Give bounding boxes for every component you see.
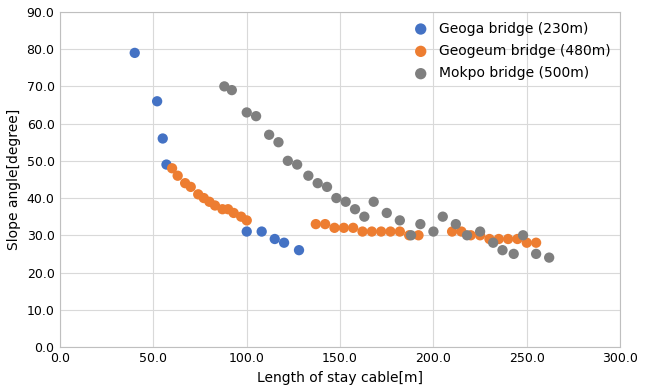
Mokpo bridge (500m) bbox=[382, 210, 392, 216]
Mokpo bridge (500m) bbox=[341, 199, 351, 205]
Mokpo bridge (500m) bbox=[264, 132, 274, 138]
Geogeum bridge (480m) bbox=[413, 232, 424, 238]
Legend: Geoga bridge (230m), Geogeum bridge (480m), Mokpo bridge (500m): Geoga bridge (230m), Geogeum bridge (480… bbox=[401, 16, 616, 86]
Geogeum bridge (480m) bbox=[348, 225, 359, 231]
Geoga bridge (230m) bbox=[257, 229, 267, 235]
Geoga bridge (230m) bbox=[161, 162, 172, 168]
Mokpo bridge (500m) bbox=[395, 217, 405, 223]
Geogeum bridge (480m) bbox=[320, 221, 330, 227]
Geogeum bridge (480m) bbox=[404, 232, 414, 238]
Mokpo bridge (500m) bbox=[242, 109, 252, 116]
X-axis label: Length of stay cable[m]: Length of stay cable[m] bbox=[257, 371, 423, 385]
Geoga bridge (230m) bbox=[152, 98, 163, 104]
Mokpo bridge (500m) bbox=[226, 87, 237, 93]
Mokpo bridge (500m) bbox=[303, 172, 313, 179]
Geogeum bridge (480m) bbox=[228, 210, 239, 216]
Geogeum bridge (480m) bbox=[385, 229, 395, 235]
Geogeum bridge (480m) bbox=[236, 214, 246, 220]
Mokpo bridge (500m) bbox=[292, 162, 303, 168]
Geogeum bridge (480m) bbox=[186, 184, 196, 190]
Mokpo bridge (500m) bbox=[497, 247, 508, 253]
Geoga bridge (230m) bbox=[130, 50, 140, 56]
Geogeum bridge (480m) bbox=[339, 225, 349, 231]
Geogeum bridge (480m) bbox=[456, 229, 466, 235]
Geoga bridge (230m) bbox=[270, 236, 280, 242]
Mokpo bridge (500m) bbox=[508, 251, 519, 257]
Mokpo bridge (500m) bbox=[350, 206, 360, 212]
Mokpo bridge (500m) bbox=[283, 158, 293, 164]
Geogeum bridge (480m) bbox=[217, 206, 228, 212]
Mokpo bridge (500m) bbox=[322, 184, 332, 190]
Geogeum bridge (480m) bbox=[366, 229, 377, 235]
Geoga bridge (230m) bbox=[279, 240, 289, 246]
Geogeum bridge (480m) bbox=[210, 202, 220, 209]
Mokpo bridge (500m) bbox=[368, 199, 379, 205]
Geoga bridge (230m) bbox=[294, 247, 304, 253]
Geogeum bridge (480m) bbox=[512, 236, 522, 242]
Mokpo bridge (500m) bbox=[219, 83, 230, 89]
Geogeum bridge (480m) bbox=[204, 199, 215, 205]
Geogeum bridge (480m) bbox=[311, 221, 321, 227]
Mokpo bridge (500m) bbox=[531, 251, 541, 257]
Geogeum bridge (480m) bbox=[466, 232, 476, 238]
Mokpo bridge (500m) bbox=[488, 240, 499, 246]
Mokpo bridge (500m) bbox=[313, 180, 323, 186]
Geogeum bridge (480m) bbox=[447, 229, 457, 235]
Mokpo bridge (500m) bbox=[451, 221, 461, 227]
Mokpo bridge (500m) bbox=[359, 214, 370, 220]
Mokpo bridge (500m) bbox=[251, 113, 261, 119]
Geoga bridge (230m) bbox=[157, 135, 168, 142]
Geogeum bridge (480m) bbox=[180, 180, 190, 186]
Geogeum bridge (480m) bbox=[357, 229, 368, 235]
Geogeum bridge (480m) bbox=[484, 236, 495, 242]
Geogeum bridge (480m) bbox=[199, 195, 209, 201]
Mokpo bridge (500m) bbox=[415, 221, 426, 227]
Geogeum bridge (480m) bbox=[193, 191, 203, 198]
Geoga bridge (230m) bbox=[242, 229, 252, 235]
Mokpo bridge (500m) bbox=[406, 232, 416, 238]
Geogeum bridge (480m) bbox=[503, 236, 513, 242]
Geogeum bridge (480m) bbox=[522, 240, 532, 246]
Geogeum bridge (480m) bbox=[493, 236, 504, 242]
Mokpo bridge (500m) bbox=[437, 214, 448, 220]
Mokpo bridge (500m) bbox=[518, 232, 528, 238]
Mokpo bridge (500m) bbox=[331, 195, 341, 201]
Geogeum bridge (480m) bbox=[242, 217, 252, 223]
Geogeum bridge (480m) bbox=[167, 165, 177, 171]
Geogeum bridge (480m) bbox=[330, 225, 340, 231]
Geogeum bridge (480m) bbox=[223, 206, 233, 212]
Geogeum bridge (480m) bbox=[172, 172, 183, 179]
Y-axis label: Slope angle[degree]: Slope angle[degree] bbox=[7, 109, 21, 250]
Geogeum bridge (480m) bbox=[475, 232, 485, 238]
Mokpo bridge (500m) bbox=[462, 232, 472, 238]
Geogeum bridge (480m) bbox=[395, 229, 405, 235]
Mokpo bridge (500m) bbox=[475, 229, 485, 235]
Geogeum bridge (480m) bbox=[531, 240, 541, 246]
Mokpo bridge (500m) bbox=[273, 139, 284, 145]
Mokpo bridge (500m) bbox=[544, 254, 554, 261]
Mokpo bridge (500m) bbox=[428, 229, 439, 235]
Geogeum bridge (480m) bbox=[376, 229, 386, 235]
